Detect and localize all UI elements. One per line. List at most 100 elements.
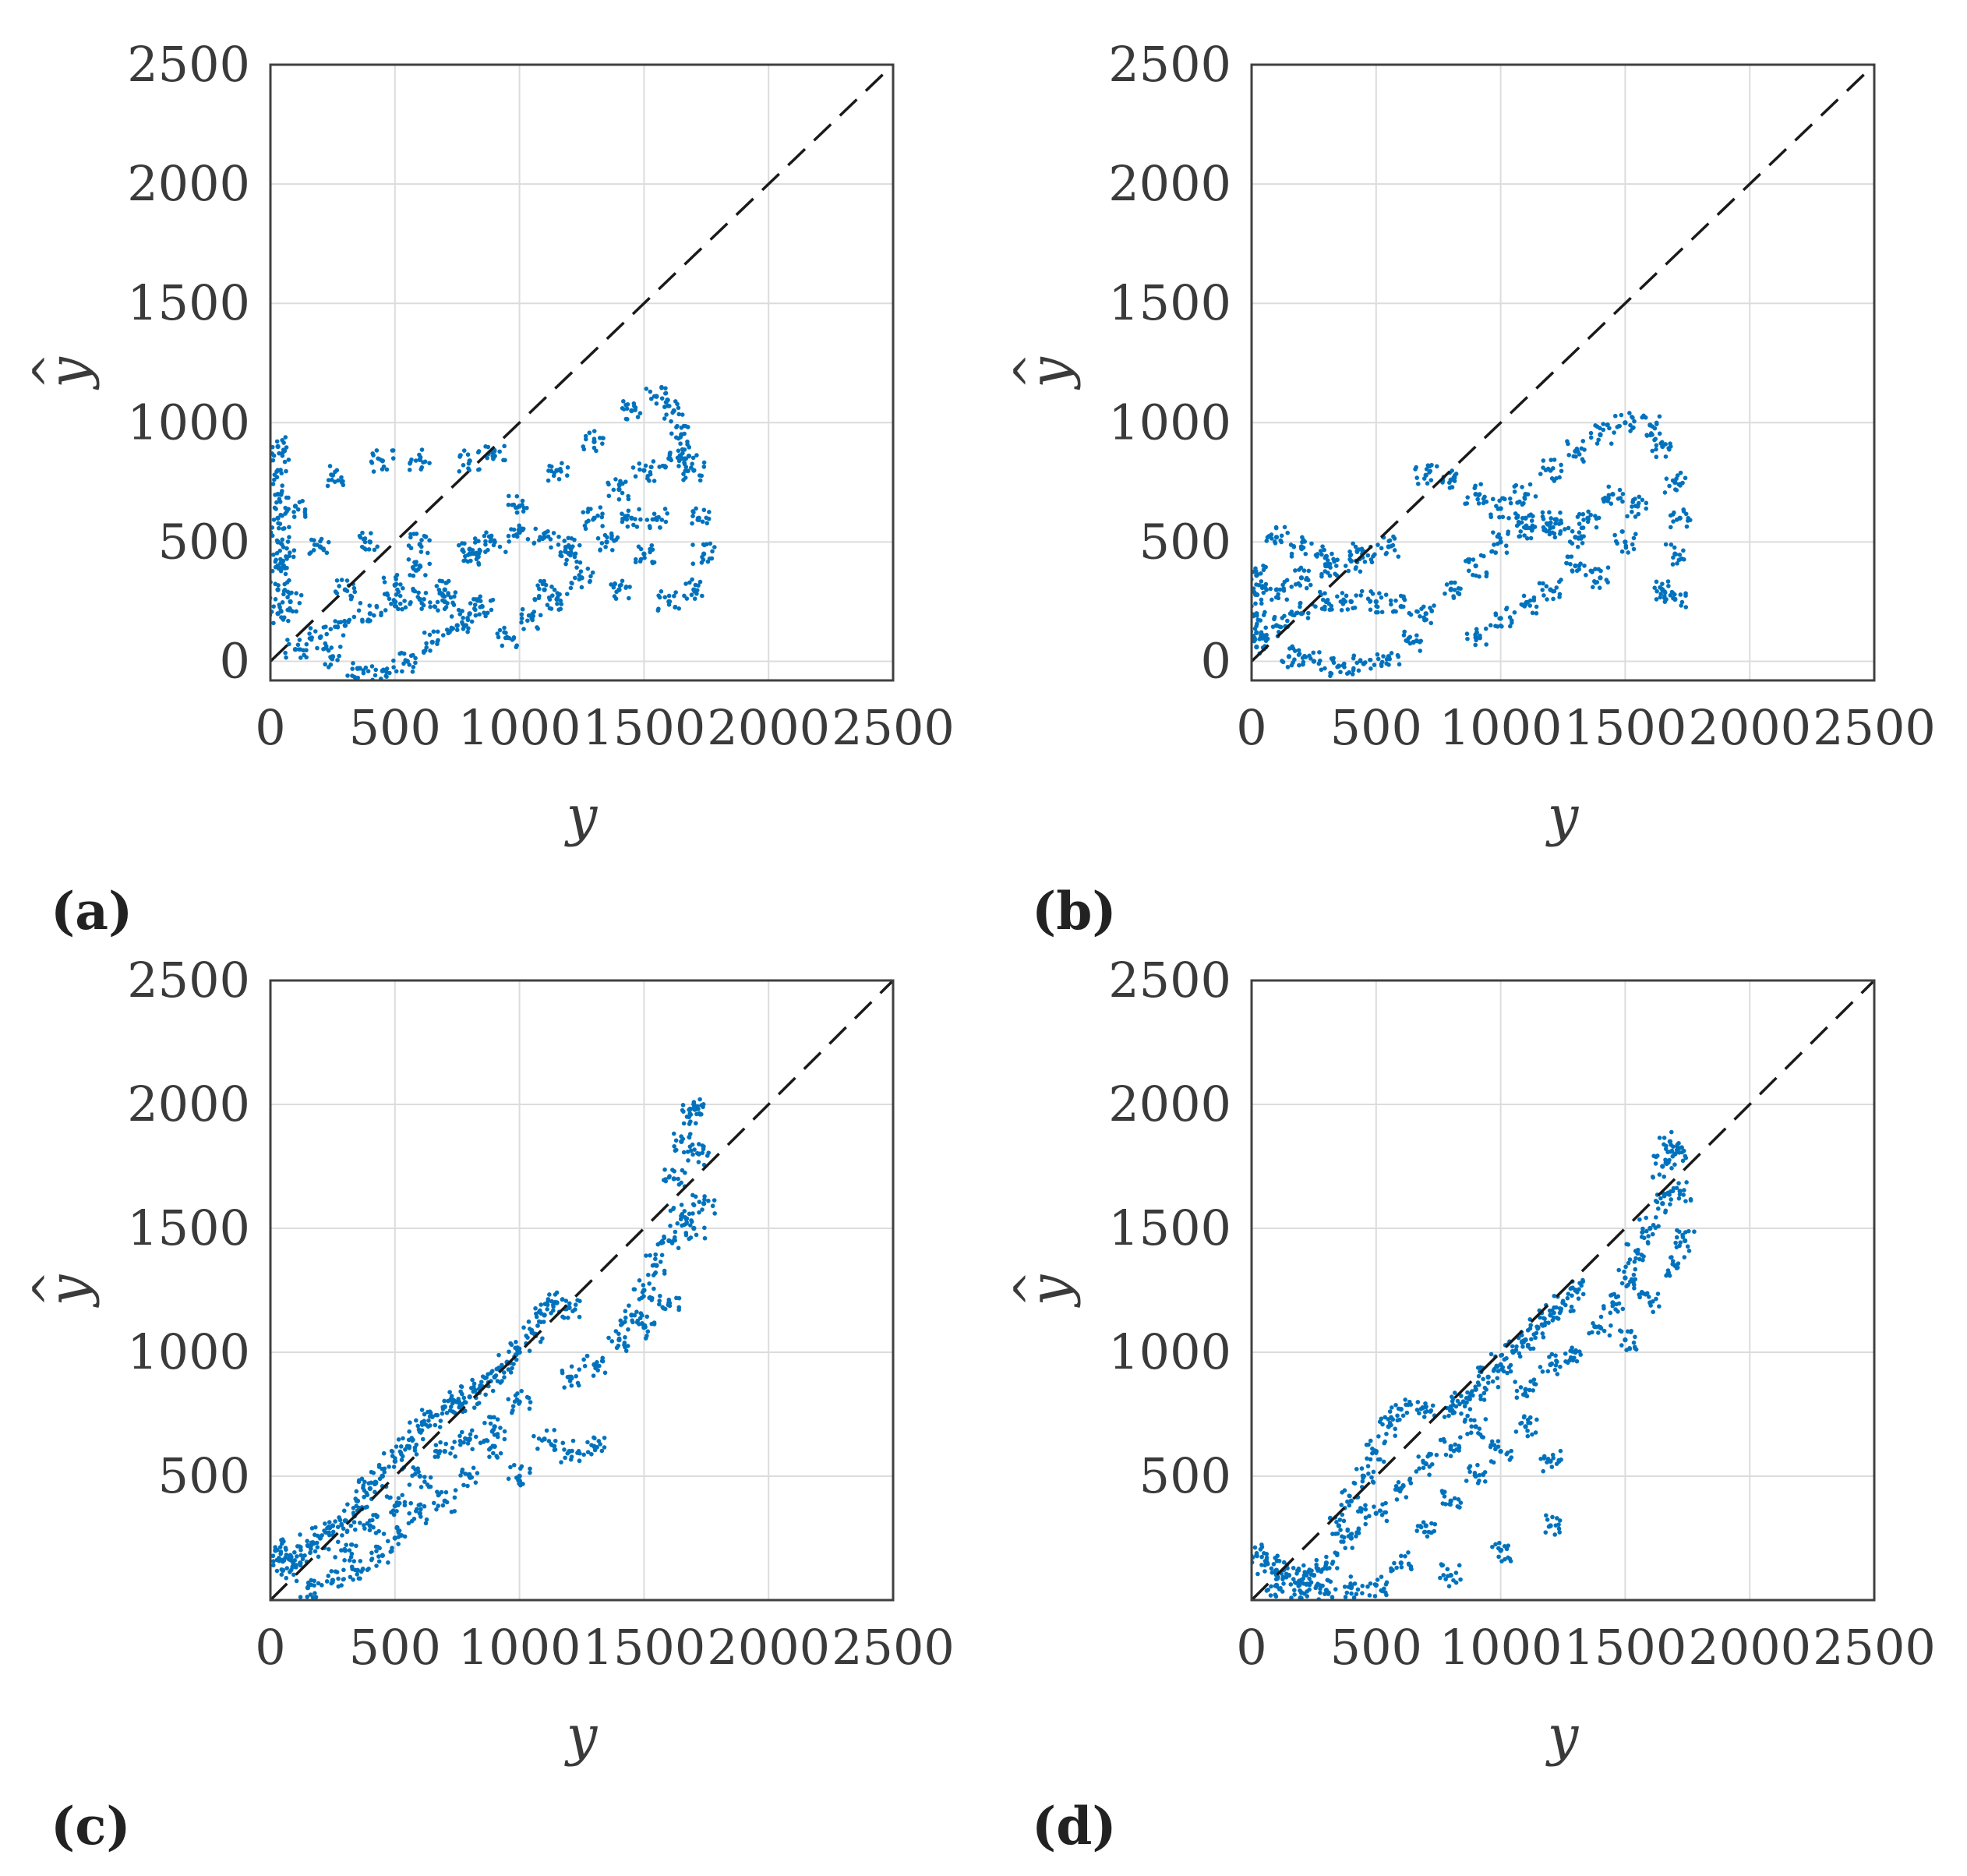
data-point bbox=[473, 1480, 479, 1485]
data-point bbox=[676, 464, 681, 468]
data-point bbox=[376, 1464, 382, 1469]
data-point bbox=[1665, 1271, 1670, 1277]
data-point bbox=[1255, 1553, 1259, 1559]
data-point bbox=[623, 1335, 627, 1340]
data-point bbox=[1548, 520, 1553, 525]
data-point bbox=[1268, 586, 1273, 592]
data-point bbox=[472, 602, 478, 607]
data-point bbox=[1668, 525, 1673, 530]
data-point bbox=[495, 631, 500, 636]
data-point bbox=[291, 554, 296, 560]
data-point bbox=[585, 566, 591, 571]
data-point bbox=[1311, 650, 1316, 655]
x-tick-label: 2500 bbox=[1813, 1619, 1936, 1676]
data-point bbox=[1384, 1431, 1389, 1436]
data-point bbox=[1550, 1452, 1556, 1457]
data-point bbox=[1542, 1316, 1547, 1321]
data-point bbox=[1359, 588, 1365, 594]
data-point bbox=[1453, 1570, 1459, 1575]
data-point bbox=[475, 450, 481, 455]
data-point bbox=[623, 1348, 629, 1353]
data-point bbox=[1282, 525, 1287, 530]
data-point bbox=[1277, 1587, 1282, 1592]
data-point bbox=[1379, 546, 1384, 551]
data-point bbox=[1452, 1496, 1457, 1501]
data-point bbox=[1339, 608, 1344, 613]
data-point bbox=[337, 1517, 343, 1523]
data-point bbox=[327, 1520, 332, 1524]
data-point bbox=[440, 592, 446, 597]
data-point bbox=[1474, 627, 1479, 631]
data-point bbox=[328, 655, 333, 659]
data-point bbox=[309, 1577, 314, 1583]
data-point bbox=[649, 1295, 655, 1301]
data-point bbox=[413, 458, 418, 463]
data-point bbox=[1686, 515, 1691, 521]
data-point bbox=[265, 486, 270, 490]
data-point bbox=[381, 1450, 387, 1456]
data-point bbox=[1631, 1340, 1637, 1345]
data-point bbox=[316, 1581, 321, 1586]
data-point bbox=[1669, 1255, 1674, 1259]
data-point bbox=[663, 400, 669, 405]
data-point bbox=[1475, 1481, 1481, 1486]
data-point bbox=[1458, 1500, 1464, 1505]
data-point bbox=[1377, 591, 1382, 595]
data-point bbox=[433, 1422, 438, 1428]
data-point bbox=[486, 534, 492, 539]
data-point bbox=[1255, 1571, 1260, 1577]
data-point bbox=[1372, 1594, 1378, 1599]
data-point bbox=[292, 503, 298, 509]
data-point bbox=[1465, 1432, 1470, 1436]
data-point bbox=[1527, 1415, 1533, 1420]
data-point bbox=[396, 1496, 401, 1501]
data-point bbox=[1463, 1417, 1467, 1422]
data-point bbox=[271, 453, 277, 458]
data-point bbox=[461, 558, 466, 564]
data-point bbox=[358, 1521, 362, 1525]
data-point bbox=[421, 602, 426, 608]
data-point bbox=[519, 620, 524, 625]
data-point bbox=[1653, 1161, 1658, 1166]
data-point bbox=[449, 614, 454, 619]
data-point bbox=[333, 469, 337, 475]
data-point bbox=[536, 1309, 542, 1315]
data-point bbox=[673, 1235, 677, 1240]
data-point bbox=[1563, 1359, 1568, 1364]
data-point bbox=[1297, 662, 1301, 668]
data-point bbox=[531, 613, 536, 619]
data-point bbox=[382, 1470, 387, 1475]
data-point bbox=[1637, 1217, 1642, 1222]
data-point bbox=[446, 578, 451, 584]
data-point bbox=[326, 1574, 331, 1578]
data-point bbox=[1554, 1315, 1559, 1320]
data-point bbox=[1455, 1398, 1460, 1404]
data-point bbox=[1320, 1583, 1325, 1588]
data-point bbox=[1640, 1230, 1644, 1235]
data-point bbox=[690, 1211, 695, 1216]
data-point bbox=[1441, 1573, 1446, 1577]
data-point bbox=[376, 1559, 382, 1564]
data-point bbox=[694, 453, 699, 458]
data-point bbox=[1414, 633, 1419, 638]
data-point bbox=[616, 1331, 621, 1337]
data-point bbox=[1681, 507, 1686, 512]
data-point bbox=[487, 1454, 492, 1459]
data-point bbox=[365, 1567, 370, 1573]
data-point bbox=[659, 1252, 665, 1258]
data-point bbox=[644, 1333, 649, 1338]
data-point bbox=[1403, 1553, 1407, 1559]
data-point bbox=[1551, 1455, 1556, 1461]
data-point bbox=[1553, 1362, 1559, 1368]
data-point bbox=[1311, 1573, 1317, 1578]
data-point bbox=[1338, 669, 1343, 675]
data-point bbox=[1327, 573, 1333, 578]
data-point bbox=[1368, 657, 1373, 662]
data-point bbox=[1446, 1413, 1451, 1418]
data-point bbox=[553, 1292, 558, 1297]
data-point bbox=[496, 1365, 501, 1370]
data-point bbox=[666, 1297, 672, 1302]
data-point bbox=[1379, 1574, 1384, 1579]
data-point bbox=[1609, 441, 1614, 446]
data-point bbox=[1448, 1407, 1453, 1412]
